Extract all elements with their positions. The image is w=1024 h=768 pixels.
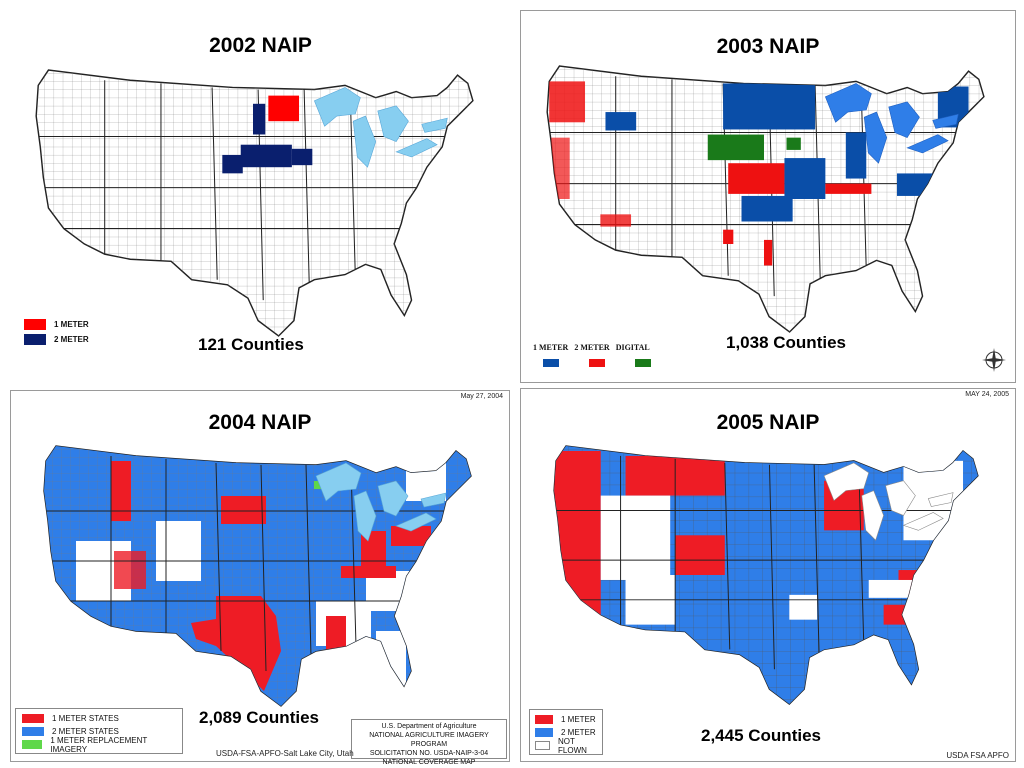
legend-swatch — [24, 334, 46, 345]
map-title: 2004 NAIP — [208, 411, 312, 434]
legend-2005: 1 METER 2 METER NOT FLOWN — [529, 709, 603, 755]
info-line: SOLICITATION NO. USDA-NAIP-3-04 — [369, 750, 489, 757]
legend-label: 2 METER — [561, 728, 596, 737]
legend-swatch — [589, 359, 605, 367]
legend-item: 1 METER — [535, 713, 597, 726]
legend-swatch — [535, 728, 553, 737]
info-line: NATIONAL AGRICULTURE IMAGERY PROGRAM — [369, 732, 489, 748]
us-map-2005 — [553, 445, 979, 705]
legend-swatch — [22, 727, 44, 736]
legend-2003-labels: 1 METER 2 METER DIGITAL — [533, 343, 650, 352]
map-footer: USDA-FSA-APFO-Salt Lake City, Utah — [216, 749, 354, 758]
legend-label: 1 METER REPLACEMENT IMAGERY — [50, 735, 148, 754]
legend-swatch — [22, 740, 43, 749]
us-map-2004 — [43, 445, 472, 707]
map-panel-2003: 2003 NAIP — [520, 10, 1016, 383]
county-count: 1,038 Counties — [726, 333, 846, 352]
legend-item: 1 METER STATES — [22, 712, 176, 725]
legend-item: 2 METER — [535, 726, 597, 739]
us-map-2002 — [35, 69, 474, 337]
legend-label: 1 METER STATES — [52, 714, 119, 723]
info-line: NATIONAL COVERAGE MAP — [382, 759, 476, 766]
map-title: 2005 NAIP — [716, 411, 820, 434]
county-count: 2,089 Counties — [199, 708, 319, 727]
map-title: 2002 NAIP — [209, 34, 312, 57]
map-panel-2005: MAY 24, 2005 2005 NAIP 1 METER — [520, 388, 1016, 762]
legend-label: 2 METER STATES — [52, 727, 119, 736]
legend-swatch — [535, 741, 551, 750]
map-date: May 27, 2004 — [460, 393, 503, 400]
legend-label: NOT FLOWN — [558, 736, 587, 755]
county-count: 2,445 Counties — [701, 726, 821, 745]
legend-label: 1 METER — [561, 715, 596, 724]
legend-swatch — [543, 359, 559, 367]
legend-swatch — [22, 714, 44, 723]
us-map-2003 — [546, 65, 985, 333]
legend-item: 2 METER — [24, 332, 89, 347]
legend-2002: 1 METER 2 METER — [24, 317, 89, 347]
legend-item: 1 METER REPLACEMENT IMAGERY — [22, 735, 176, 754]
legend-label: 1 METER — [533, 343, 569, 352]
info-line: U.S. Department of Agriculture — [381, 723, 477, 730]
legend-item: 2 METER STATES — [22, 725, 176, 738]
legend-label: 1 METER — [54, 320, 89, 329]
map-panel-2002: 2002 NAIP 1 METER 2 METER 121 Counties — [8, 8, 513, 383]
legend-item: NOT FLOWN — [535, 736, 597, 755]
legend-item: 1 METER — [24, 317, 89, 332]
map-panel-2004: May 27, 2004 2004 NAIP — [10, 390, 510, 766]
legend-label: 2 METER — [574, 343, 610, 352]
map-date: MAY 24, 2005 — [965, 391, 1009, 398]
legend-swatch — [24, 319, 46, 330]
map-footer: USDA FSA APFO — [946, 751, 1009, 760]
legend-swatch — [635, 359, 651, 367]
legend-label: 2 METER — [54, 335, 89, 344]
county-count: 121 Counties — [198, 335, 304, 354]
map-title: 2003 NAIP — [716, 35, 820, 58]
compass-rose-icon — [982, 348, 1006, 372]
legend-2004: 1 METER STATES 2 METER STATES 1 METER RE… — [15, 708, 183, 754]
info-box: U.S. Department of Agriculture NATIONAL … — [351, 719, 507, 766]
legend-label: DIGITAL — [615, 343, 650, 352]
legend-swatch — [535, 715, 553, 724]
